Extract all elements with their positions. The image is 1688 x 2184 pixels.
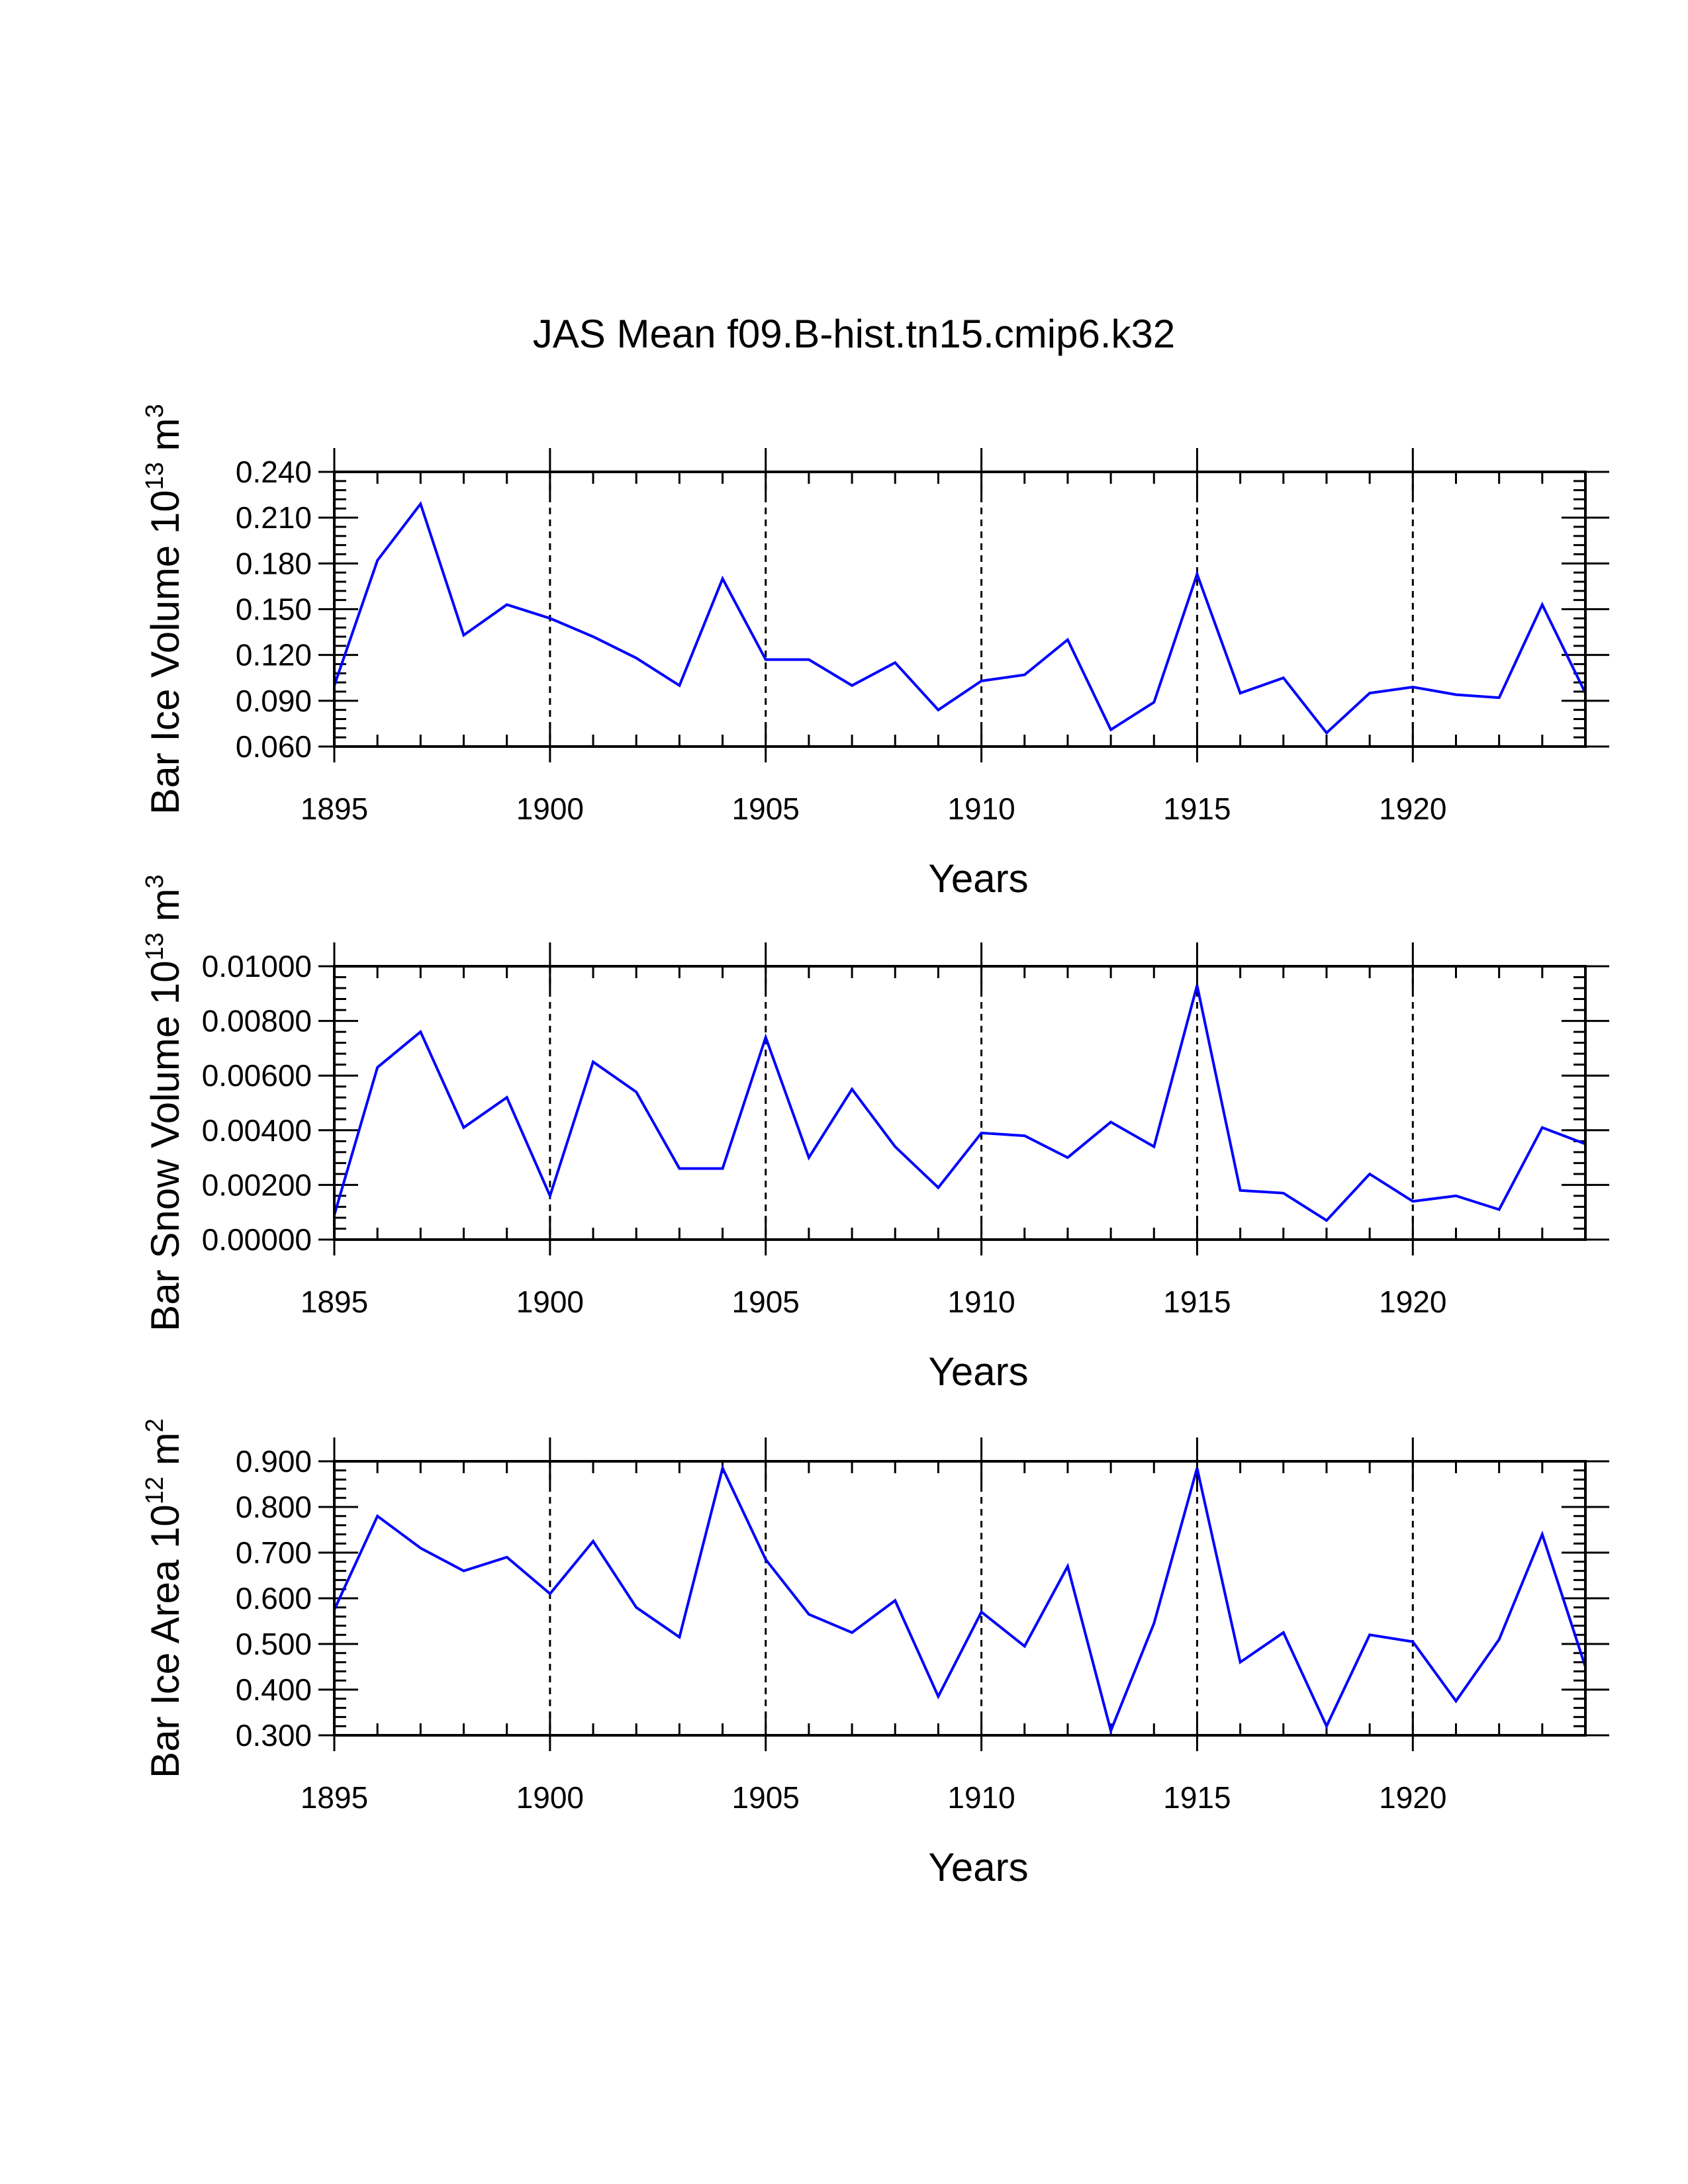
y-axis-title-unit: m (143, 1432, 187, 1477)
chart-panel-3: 1895 1900 1905 1910 1915 1920 0.300 0.400 0.500 0… (141, 1418, 1609, 1889)
y-axis-title-text: Bar Ice Area 10 (143, 1504, 187, 1778)
y-axis-title: Bar Ice Volume 1013 m3 (141, 404, 187, 814)
x-tick-label: 1905 (732, 1285, 800, 1319)
y-tick-label: 0.090 (236, 684, 312, 718)
y-axis-title-unit-exponent: 3 (141, 874, 169, 888)
y-axis-title-text: Bar Ice Volume 10 (143, 490, 187, 814)
y-axis-title-exponent: 13 (141, 933, 169, 960)
x-tick-label: 1915 (1163, 1285, 1231, 1319)
y-tick-label: 0.180 (236, 546, 312, 580)
y-axis-title-unit: m (143, 418, 187, 462)
plot-frame (333, 471, 1587, 748)
x-tick-label: 1920 (1379, 1285, 1446, 1319)
x-tick-label: 1895 (301, 1780, 368, 1815)
chart-panel-1: 1895 1900 1905 1910 1915 1920 0.060 0.090 0.120 0… (141, 404, 1609, 901)
x-tick-label: 1910 (947, 1780, 1015, 1815)
x-tick-label: 1910 (947, 792, 1015, 826)
y-tick-label: 0.700 (236, 1535, 312, 1570)
y-tick-label: 0.240 (236, 455, 312, 489)
y-axis-title-text: Bar Snow Volume 10 (143, 960, 187, 1331)
plot-frame (333, 1460, 1587, 1737)
y-tick-label: 0.060 (236, 729, 312, 764)
series-line (333, 501, 1587, 735)
y-axis-title: Bar Snow Volume 1013 m3 (141, 874, 187, 1331)
y-axis-title-unit: m (143, 888, 187, 933)
x-tick-label: 1920 (1379, 792, 1446, 826)
y-tick-label: 0.00200 (202, 1167, 312, 1202)
y-tick-label: 0.00600 (202, 1058, 312, 1093)
y-axis-title: Bar Ice Area 1012 m2 (141, 1418, 187, 1778)
x-tick-label: 1905 (732, 1780, 800, 1815)
y-tick-label: 0.800 (236, 1490, 312, 1524)
x-tick-label: 1905 (732, 792, 800, 826)
chart-panel-2: 1895 1900 1905 1910 1915 1920 0.00000 0.00200 0.… (141, 874, 1609, 1394)
panels: 1895 1900 1905 1910 1915 1920 0.060 0.090 0.120 0… (141, 404, 1609, 1889)
x-axis-title: Years (928, 1349, 1028, 1394)
y-tick-label: 0.00000 (202, 1222, 312, 1257)
x-tick-label: 1900 (516, 1780, 584, 1815)
series-line (333, 985, 1586, 1222)
x-tick-label: 1920 (1379, 1780, 1446, 1815)
y-tick-label: 0.01000 (202, 949, 312, 983)
y-tick-label: 0.500 (236, 1627, 312, 1661)
y-axis-title-unit-exponent: 3 (141, 404, 169, 418)
series-line (333, 1464, 1587, 1735)
x-tick-label: 1900 (516, 792, 584, 826)
figure-title: JAS Mean f09.B-hist.tn15.cmip6.k32 (533, 312, 1176, 356)
y-tick-label: 0.600 (236, 1581, 312, 1615)
y-tick-label: 0.00800 (202, 1004, 312, 1038)
x-tick-label: 1895 (301, 792, 368, 826)
x-tick-label: 1915 (1163, 792, 1231, 826)
x-tick-label: 1900 (516, 1285, 584, 1319)
plot-frame (333, 965, 1587, 1241)
y-tick-label: 0.00400 (202, 1113, 312, 1148)
y-axis-title-exponent: 13 (141, 462, 169, 490)
y-tick-label: 0.150 (236, 592, 312, 627)
y-tick-label: 0.400 (236, 1672, 312, 1707)
y-axis-title-unit-exponent: 2 (141, 1418, 169, 1432)
y-tick-label: 0.300 (236, 1718, 312, 1752)
y-tick-label: 0.900 (236, 1444, 312, 1479)
y-tick-label: 0.210 (236, 500, 312, 535)
x-tick-label: 1895 (301, 1285, 368, 1319)
x-axis-title: Years (928, 856, 1028, 901)
y-tick-label: 0.120 (236, 638, 312, 672)
x-axis-title: Years (928, 1845, 1028, 1889)
x-tick-label: 1915 (1163, 1780, 1231, 1815)
x-tick-label: 1910 (947, 1285, 1015, 1319)
y-axis-title-exponent: 12 (141, 1477, 169, 1504)
